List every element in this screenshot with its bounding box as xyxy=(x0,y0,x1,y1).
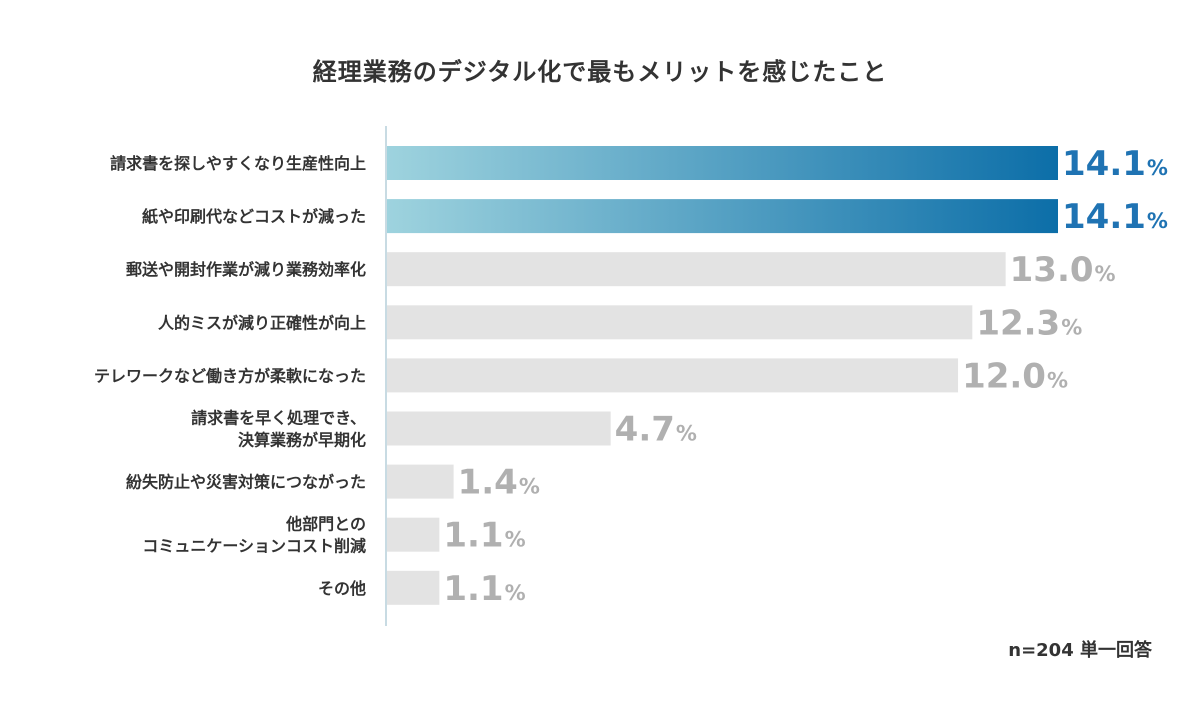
value-label-8: 1.1% xyxy=(443,516,525,556)
bar-2 xyxy=(387,199,1058,234)
bar-1 xyxy=(387,146,1058,180)
bar-4 xyxy=(387,305,973,340)
value-label-7: 1.4% xyxy=(458,463,540,503)
category-label-2: 紙や印刷代などコストが減った xyxy=(142,207,366,226)
bar-5 xyxy=(387,358,959,393)
category-label-6-line-2: 決算業務が早期化 xyxy=(238,431,366,450)
bar-7 xyxy=(387,464,454,499)
category-label-5: テレワークなど働き方が柔軟になった xyxy=(94,366,366,385)
category-label-7: 紛失防止や災害対策につながった xyxy=(126,473,366,492)
category-label-6-line-1: 請求書を早く処理でき、 xyxy=(191,409,366,428)
bar-9 xyxy=(387,570,440,605)
value-label-3: 13.0% xyxy=(1010,250,1116,290)
category-label-9: その他 xyxy=(318,579,366,598)
category-label-1: 請求書を探しやすくなり生産性向上 xyxy=(110,154,366,173)
chart-title: 経理業務のデジタル化で最もメリットを感じたこと xyxy=(312,58,888,86)
category-label-4: 人的ミスが減り正確性が向上 xyxy=(158,313,366,332)
value-label-4: 12.3% xyxy=(976,303,1082,343)
value-label-1: 14.1% xyxy=(1062,144,1168,184)
category-label-8-line-2: コミュニケーションコスト削減 xyxy=(142,537,366,556)
value-label-6: 4.7% xyxy=(615,410,697,450)
value-label-5: 12.0% xyxy=(962,356,1068,396)
value-label-2: 14.1% xyxy=(1062,197,1168,237)
sample-note: n=204 単一回答 xyxy=(1008,640,1152,661)
category-label-8-line-1: 他部門との xyxy=(285,515,366,534)
bar-8 xyxy=(387,517,440,552)
value-label-9: 1.1% xyxy=(443,569,525,609)
bar-6 xyxy=(387,411,611,446)
category-label-3: 郵送や開封作業が減り業務効率化 xyxy=(126,260,366,279)
bar-3 xyxy=(387,252,1006,287)
